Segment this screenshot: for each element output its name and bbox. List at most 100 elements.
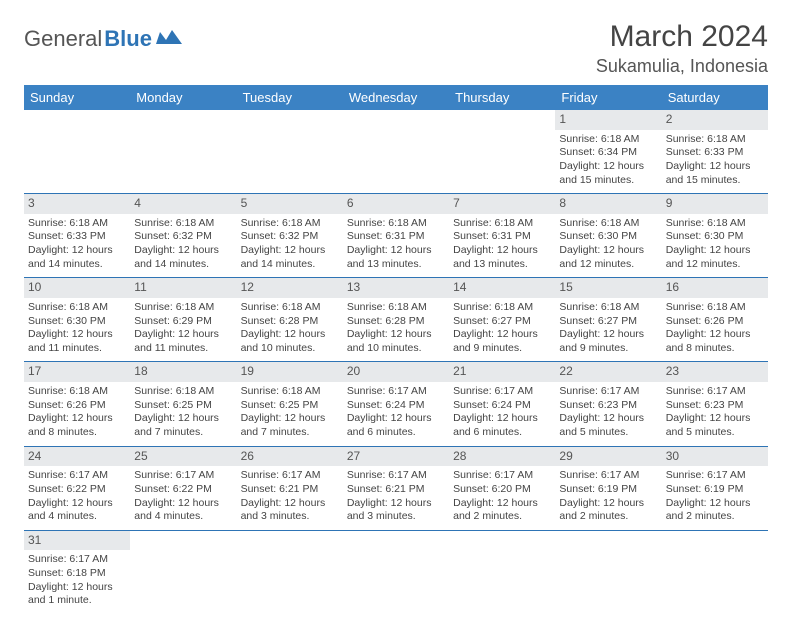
sunset-text: Sunset: 6:24 PM: [453, 399, 551, 413]
sunrise-text: Sunrise: 6:18 AM: [347, 217, 445, 231]
sunset-text: Sunset: 6:25 PM: [241, 399, 339, 413]
day-number: 18: [130, 362, 236, 382]
calendar-cell: 28Sunrise: 6:17 AMSunset: 6:20 PMDayligh…: [449, 446, 555, 530]
weekday-header: Saturday: [662, 85, 768, 110]
calendar-cell: 17Sunrise: 6:18 AMSunset: 6:26 PMDayligh…: [24, 362, 130, 446]
daylight-text: Daylight: 12 hours and 12 minutes.: [666, 244, 764, 271]
day-number: 8: [555, 194, 661, 214]
daylight-text: Daylight: 12 hours and 8 minutes.: [666, 328, 764, 355]
calendar-cell: 5Sunrise: 6:18 AMSunset: 6:32 PMDaylight…: [237, 194, 343, 278]
calendar-cell: 25Sunrise: 6:17 AMSunset: 6:22 PMDayligh…: [130, 446, 236, 530]
day-number: 30: [662, 447, 768, 467]
sunrise-text: Sunrise: 6:17 AM: [666, 385, 764, 399]
daylight-text: Daylight: 12 hours and 4 minutes.: [134, 497, 232, 524]
daylight-text: Daylight: 12 hours and 14 minutes.: [241, 244, 339, 271]
calendar-cell: 18Sunrise: 6:18 AMSunset: 6:25 PMDayligh…: [130, 362, 236, 446]
calendar-cell: 14Sunrise: 6:18 AMSunset: 6:27 PMDayligh…: [449, 278, 555, 362]
calendar-cell: 16 Sunrise: 6:18 AMSunset: 6:26 PMDayligh…: [662, 278, 768, 362]
day-number: 10: [24, 278, 130, 298]
calendar-cell: 27Sunrise: 6:17 AMSunset: 6:21 PMDayligh…: [343, 446, 449, 530]
weekday-header: Tuesday: [237, 85, 343, 110]
sunrise-text: Sunrise: 6:17 AM: [28, 553, 126, 567]
calendar-cell: 21Sunrise: 6:17 AMSunset: 6:24 PMDayligh…: [449, 362, 555, 446]
calendar-cell: 10Sunrise: 6:18 AMSunset: 6:30 PMDayligh…: [24, 278, 130, 362]
sunset-text: Sunset: 6:25 PM: [134, 399, 232, 413]
logo-text-2: Blue: [104, 26, 152, 52]
calendar-cell: 8Sunrise: 6:18 AMSunset: 6:30 PMDaylight…: [555, 194, 661, 278]
sunset-text: Sunset: 6:28 PM: [347, 315, 445, 329]
day-number: 21: [449, 362, 555, 382]
calendar-cell: 4Sunrise: 6:18 AMSunset: 6:32 PMDaylight…: [130, 194, 236, 278]
sunset-text: Sunset: 6:23 PM: [666, 399, 764, 413]
calendar-cell: [24, 110, 130, 194]
sunrise-text: Sunrise: 6:18 AM: [453, 217, 551, 231]
daylight-text: Daylight: 12 hours and 13 minutes.: [453, 244, 551, 271]
calendar-cell: 24Sunrise: 6:17 AMSunset: 6:22 PMDayligh…: [24, 446, 130, 530]
day-number: 12: [237, 278, 343, 298]
day-number: 28: [449, 447, 555, 467]
sunset-text: Sunset: 6:33 PM: [666, 146, 764, 160]
calendar-cell: [662, 530, 768, 614]
calendar-cell: 22Sunrise: 6:17 AMSunset: 6:23 PMDayligh…: [555, 362, 661, 446]
sunset-text: Sunset: 6:20 PM: [453, 483, 551, 497]
sunset-text: Sunset: 6:26 PM: [28, 399, 126, 413]
calendar-cell: 1Sunrise: 6:18 AMSunset: 6:34 PMDaylight…: [555, 110, 661, 194]
daylight-text: Daylight: 12 hours and 9 minutes.: [559, 328, 657, 355]
sunset-text: Sunset: 6:19 PM: [559, 483, 657, 497]
daylight-text: Daylight: 12 hours and 11 minutes.: [28, 328, 126, 355]
calendar-row: 17 Sunrise: 6:18 AMSunset: 6:26 PM Dayligh…: [24, 362, 768, 446]
calendar-cell: [343, 110, 449, 194]
sunset-text: Sunset: 6:31 PM: [453, 230, 551, 244]
calendar-cell: 19Sunrise: 6:18 AMSunset: 6:25 PMDayligh…: [237, 362, 343, 446]
day-number: 7: [449, 194, 555, 214]
sunrise-text: Sunrise: 6:18 AM: [666, 301, 764, 315]
daylight-text: Daylight: 12 hours and 6 minutes.: [453, 412, 551, 439]
daylight-text: Daylight: 12 hours and 7 minutes.: [134, 412, 232, 439]
sunset-text: Sunset: 6:27 PM: [559, 315, 657, 329]
day-number: 29: [555, 447, 661, 467]
sunrise-text: Sunrise: 6:18 AM: [666, 217, 764, 231]
sunrise-text: Sunrise: 6:17 AM: [241, 469, 339, 483]
day-number: 9: [662, 194, 768, 214]
daylight-text: Daylight: 12 hours and 13 minutes.: [347, 244, 445, 271]
calendar-table: Sunday Monday Tuesday Wednesday Thursday…: [24, 85, 768, 614]
sunset-text: Sunset: 6:32 PM: [134, 230, 232, 244]
daylight-text: Daylight: 12 hours and 14 minutes.: [134, 244, 232, 271]
daylight-text: Daylight: 12 hours and 2 minutes.: [559, 497, 657, 524]
day-number: 19: [237, 362, 343, 382]
daylight-text: Daylight: 12 hours and 7 minutes.: [241, 412, 339, 439]
day-number: 2: [662, 110, 768, 130]
sunrise-text: Sunrise: 6:18 AM: [241, 217, 339, 231]
daylight-text: Daylight: 12 hours and 10 minutes.: [241, 328, 339, 355]
day-number: 1: [555, 110, 661, 130]
day-number: 23: [662, 362, 768, 382]
sunrise-text: Sunrise: 6:18 AM: [241, 301, 339, 315]
sunrise-text: Sunrise: 6:18 AM: [134, 301, 232, 315]
day-number: 16: [662, 278, 768, 298]
day-number: 3: [24, 194, 130, 214]
sunrise-text: Sunrise: 6:17 AM: [559, 385, 657, 399]
calendar-cell: 6Sunrise: 6:18 AMSunset: 6:31 PMDaylight…: [343, 194, 449, 278]
sunset-text: Sunset: 6:30 PM: [28, 315, 126, 329]
day-number: 26: [237, 447, 343, 467]
sunrise-text: Sunrise: 6:17 AM: [134, 469, 232, 483]
day-number: 17: [24, 362, 130, 382]
day-number: 24: [24, 447, 130, 467]
daylight-text: Daylight: 12 hours and 5 minutes.: [559, 412, 657, 439]
day-number: 14: [449, 278, 555, 298]
day-number: 6: [343, 194, 449, 214]
daylight-text: Daylight: 12 hours and 9 minutes.: [453, 328, 551, 355]
sunrise-text: Sunrise: 6:18 AM: [28, 385, 126, 399]
daylight-text: Daylight: 12 hours and 3 minutes.: [347, 497, 445, 524]
weekday-header: Wednesday: [343, 85, 449, 110]
calendar-row: 1Sunrise: 6:18 AMSunset: 6:34 PMDaylight…: [24, 110, 768, 194]
calendar-cell: 23Sunrise: 6:17 AMSunset: 6:23 PMDayligh…: [662, 362, 768, 446]
sunrise-text: Sunrise: 6:17 AM: [559, 469, 657, 483]
calendar-row: 10Sunrise: 6:18 AMSunset: 6:30 PMDayligh…: [24, 278, 768, 362]
daylight-text: Daylight: 12 hours and 4 minutes.: [28, 497, 126, 524]
sunset-text: Sunset: 6:30 PM: [559, 230, 657, 244]
calendar-cell: 11Sunrise: 6:18 AMSunset: 6:29 PMDayligh…: [130, 278, 236, 362]
sunset-text: Sunset: 6:26 PM: [666, 315, 764, 329]
day-number: 20: [343, 362, 449, 382]
sunset-text: Sunset: 6:19 PM: [666, 483, 764, 497]
